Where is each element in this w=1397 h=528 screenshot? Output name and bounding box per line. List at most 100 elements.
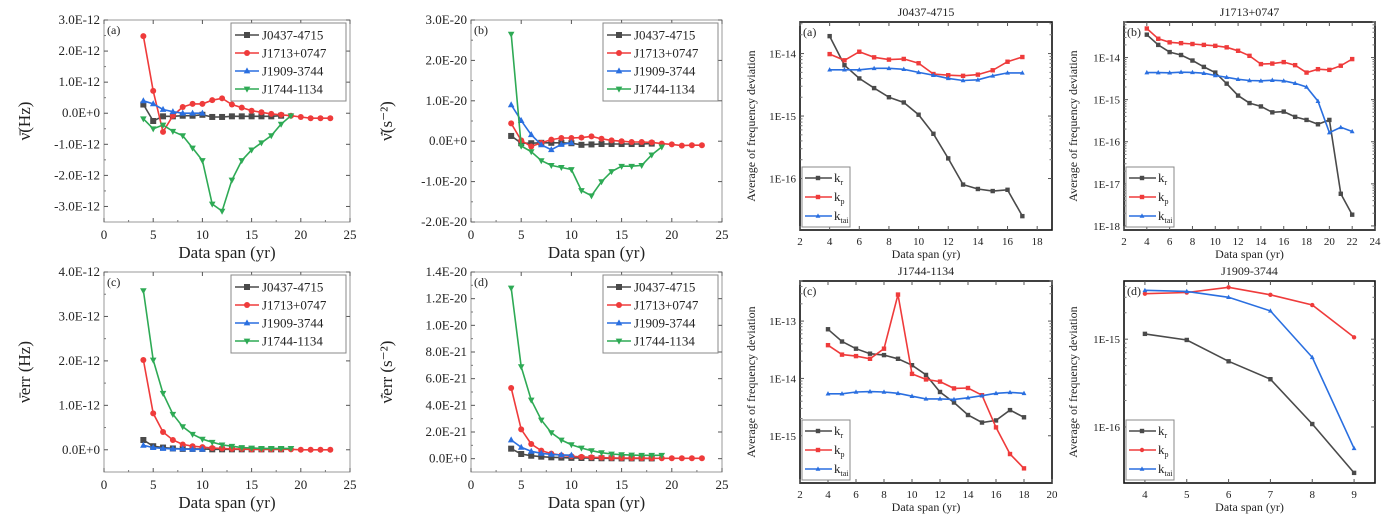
x-tick-label: 4 [825,489,831,501]
x-tick-label: 12 [1233,236,1244,248]
data-point [189,112,196,119]
x-tick-label: 7 [1268,489,1274,501]
y-axis-label: ν̇̄err (s⁻²) [377,341,396,404]
legend-marker [1139,175,1145,181]
y-tick-label: 1E-15 [1093,334,1120,346]
legend-marker [615,338,623,345]
x-tick-label: 20 [665,227,678,242]
data-point [508,120,515,127]
legend-marker [616,302,622,308]
data-point [1315,98,1321,103]
data-point [179,109,187,116]
data-point [1020,213,1025,219]
legend: J0437-4715 J1713+0747 J1909-3744 J1744-1134 [230,22,347,102]
series-j1909-3744 [140,441,206,452]
data-point [518,426,525,433]
legend-label: J1744-1134 [634,334,695,349]
data-point [937,379,943,384]
x-tick-label: 20 [665,477,678,492]
x-tick-label: 24 [1370,236,1382,248]
data-point [871,65,877,71]
legend-label-sub: p [841,450,845,459]
data-point [598,135,605,142]
data-point [842,67,847,72]
y-tick-label: 2.0E-20 [425,52,467,67]
data-point [159,444,167,451]
data-point [638,163,645,170]
data-point [618,452,625,459]
x-tick-label: 10 [196,477,209,492]
legend-box [602,274,719,354]
y-tick-label: 1E-16 [1093,422,1120,434]
legend-label-main: k [834,423,841,438]
data-point [578,453,585,460]
data-point [1309,354,1315,360]
data-point [199,100,206,107]
data-point [228,443,236,450]
panel-tag: (a) [107,23,120,37]
x-tick-label: 4 [1142,489,1148,501]
data-point [140,437,147,443]
data-point [951,400,957,405]
y-axis-label: Average of frequency deviation [1066,50,1080,201]
x-tick-label: 25 [344,227,357,242]
legend-label: J1909-3744 [634,316,696,331]
legend-label: J1909-3744 [262,64,324,79]
y-tick-label: 2.0E-21 [425,424,467,439]
data-point [1349,212,1355,217]
series-line [1146,27,1353,74]
series-line [142,115,292,213]
chart-panel-a-left: 0 5 10 15 20 25 -3.0E-12 -2.0E-12 -1.0E-12 0.0E+0… [15,12,357,262]
y-tick-label: 1E-16 [1093,137,1120,149]
data-point [1351,445,1357,451]
x-tick-label: 10 [1210,236,1222,248]
legend-label: J1909-3744 [262,316,324,331]
data-point [1304,117,1309,123]
data-point [946,156,951,161]
data-point [853,346,859,351]
data-point [881,346,887,351]
legend-label-sub: tai [1165,469,1174,478]
data-point [558,437,565,444]
data-point [960,182,966,187]
x-tick-label: 8 [1310,489,1316,501]
series-line [1144,286,1355,338]
data-point [267,133,275,140]
chart-title: J1909-3744 [1221,264,1278,278]
data-point [1155,69,1161,75]
data-point [508,132,515,139]
data-point [618,163,625,170]
data-point [1005,70,1010,75]
series-k_tai [825,388,1027,402]
data-point [648,452,656,459]
series-line [1144,333,1355,474]
legend-marker [615,86,623,93]
data-point [297,446,304,453]
series-line [510,387,702,460]
x-tick-label: 16 [991,489,1003,501]
data-point [608,169,615,176]
data-point [160,128,167,135]
data-point [258,113,265,120]
legend-box [230,22,347,102]
data-point [537,449,545,456]
series-j1744-1134 [140,288,295,453]
data-point [1224,81,1229,86]
data-point [1201,42,1207,48]
series-line [828,35,1024,217]
data-point [886,95,892,100]
data-point [1269,77,1275,82]
data-point [979,393,985,398]
legend-label-main: k [1158,442,1165,457]
data-point [140,357,147,363]
data-point [159,122,167,129]
legend-marker [616,50,622,56]
data-point [558,134,565,141]
legend-label-sub: tai [841,216,850,225]
x-tick-label: 10 [196,227,209,242]
data-point [867,356,873,361]
data-point [527,149,535,156]
x-tick-label: 10 [565,227,578,242]
